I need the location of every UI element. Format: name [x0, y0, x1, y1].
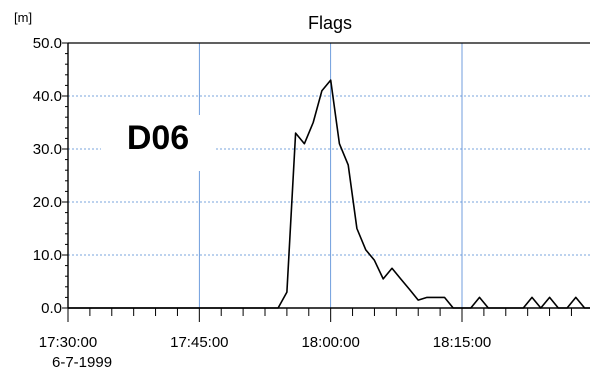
- start-date-label: 6-7-1999: [52, 354, 112, 371]
- x-tick-label: 17:30:00: [39, 334, 97, 351]
- axes: [67, 42, 590, 309]
- x-tick-label: 17:45:00: [170, 334, 228, 351]
- y-tick-label: 30.0: [33, 141, 62, 158]
- y-axis-ticks: 0.0 10.0 20.0 30.0 40.0 50.0: [33, 35, 68, 317]
- y-tick-label: 50.0: [33, 35, 62, 52]
- station-label: D06: [127, 119, 189, 157]
- x-tick-label: 18:15:00: [433, 334, 491, 351]
- chart-labels: Flags [m] D06 6-7-1999: [14, 10, 352, 371]
- x-axis-ticks: 17:30:00 17:45:00 18:00:00 18:15:00: [39, 308, 572, 351]
- y-axis-unit: [m]: [14, 10, 32, 25]
- series-group: [68, 79, 590, 309]
- y-tick-label: 10.0: [33, 247, 62, 264]
- annotation-background: [101, 115, 216, 171]
- y-tick-label: 40.0: [33, 88, 62, 105]
- chart-title: Flags: [308, 13, 352, 33]
- y-tick-label: 0.0: [41, 300, 62, 317]
- x-tick-label: 18:00:00: [301, 334, 359, 351]
- y-tick-label: 20.0: [33, 194, 62, 211]
- series-line: [68, 79, 590, 309]
